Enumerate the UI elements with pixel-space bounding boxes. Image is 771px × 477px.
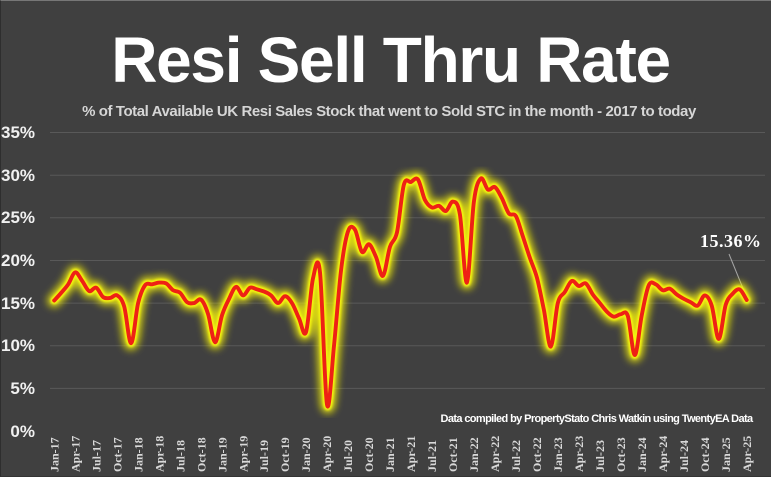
svg-text:Apr-18: Apr-18 [152,436,166,472]
svg-text:Jan-23: Jan-23 [551,437,565,472]
svg-text:Oct-19: Oct-19 [278,437,292,472]
svg-text:Jul-17: Jul-17 [89,440,103,472]
svg-text:Jul-22: Jul-22 [509,440,523,472]
svg-text:Oct-18: Oct-18 [194,437,208,472]
svg-text:Oct-23: Oct-23 [614,437,628,472]
svg-text:Apr-20: Apr-20 [320,436,334,472]
svg-text:Oct-17: Oct-17 [110,437,124,472]
svg-text:Jan-17: Jan-17 [47,437,61,472]
svg-text:Jul-21: Jul-21 [425,440,439,472]
svg-text:Jul-23: Jul-23 [593,440,607,472]
svg-text:Oct-21: Oct-21 [446,437,460,472]
svg-text:Jan-22: Jan-22 [467,437,481,472]
svg-text:Jan-19: Jan-19 [215,437,229,472]
svg-text:Oct-24: Oct-24 [698,437,712,472]
svg-text:Apr-25: Apr-25 [740,436,754,472]
svg-text:Jul-20: Jul-20 [341,440,355,472]
svg-text:Jan-21: Jan-21 [383,437,397,472]
svg-text:Jan-18: Jan-18 [131,437,145,472]
svg-text:Jan-20: Jan-20 [299,437,313,472]
svg-text:Apr-22: Apr-22 [488,436,502,472]
svg-text:Apr-19: Apr-19 [236,436,250,472]
svg-text:Oct-22: Oct-22 [530,437,544,472]
svg-text:Oct-20: Oct-20 [362,437,376,472]
svg-text:Apr-21: Apr-21 [404,436,418,472]
svg-text:Jul-19: Jul-19 [257,440,271,472]
svg-text:Apr-24: Apr-24 [656,436,670,472]
svg-text:Apr-23: Apr-23 [572,436,586,472]
svg-text:Apr-17: Apr-17 [68,436,82,472]
svg-text:Jul-18: Jul-18 [173,440,187,472]
svg-text:Jan-24: Jan-24 [635,437,649,472]
svg-text:Jan-25: Jan-25 [719,437,733,472]
svg-text:Jul-24: Jul-24 [677,440,691,472]
